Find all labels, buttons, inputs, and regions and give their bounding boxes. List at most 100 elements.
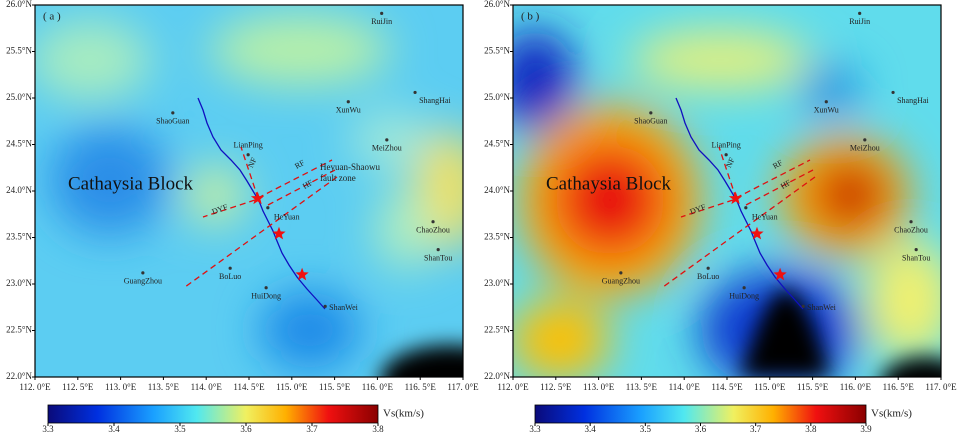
city-label: GuangZhou (124, 277, 162, 286)
city-marker (742, 286, 746, 290)
fault-line (184, 176, 338, 288)
river (675, 97, 804, 310)
fault-line (718, 146, 737, 199)
colorbar-tick-label: 3.4 (585, 424, 597, 434)
colorbar-tick-label: 3.5 (640, 424, 652, 434)
city-label: ChaoZhou (416, 226, 450, 235)
epicenter (750, 226, 764, 240)
colorbar-tick-label: 3.5 (174, 424, 186, 434)
fault-line (257, 159, 333, 199)
city-label: XunWu (336, 106, 361, 115)
city-label: ShangHai (419, 96, 451, 105)
x-tick-label: 116. 5°E (405, 382, 437, 392)
y-tick-label: 22.5°N (6, 325, 32, 335)
epicenter (272, 226, 286, 240)
fault-line (662, 176, 816, 288)
x-tick-label: 115. 5°E (797, 382, 829, 392)
city-marker (413, 90, 417, 95)
epicenter (250, 191, 265, 205)
city-label: MeiZhou (372, 144, 402, 153)
city-marker (649, 111, 653, 115)
city-label: LianPing (233, 141, 262, 150)
colorbar-tick-label: 3.6 (695, 424, 707, 434)
city-marker (863, 138, 867, 142)
x-tick-label: 113. 0°E (583, 382, 615, 392)
city-marker (141, 271, 145, 275)
city-label: HuiDong (729, 292, 759, 301)
fault-label: NF (246, 156, 259, 170)
city-label: RuiJin (849, 17, 870, 26)
city-marker (824, 100, 828, 104)
city-label: ShanWei (807, 303, 836, 312)
city-marker (246, 153, 250, 157)
x-tick-label: 112. 5°E (540, 382, 572, 392)
city-label: ShaoGuan (156, 117, 189, 126)
y-tick-label: 22.0°N (484, 371, 510, 381)
city-marker (436, 247, 440, 252)
x-tick-label: 116. 0°E (840, 382, 872, 392)
fault-zone-label: fault zone (320, 173, 356, 183)
city-label: GuangZhou (602, 277, 640, 286)
x-tick-label: 115. 0°E (276, 382, 308, 392)
city-label: BoLuo (219, 272, 241, 281)
fault-label: NF (724, 156, 737, 170)
y-tick-label: 25.5°N (6, 46, 32, 56)
city-marker (891, 90, 895, 95)
city-label: ShanWei (329, 303, 358, 312)
y-tick-label: 23.5°N (6, 232, 32, 242)
colorbar-tick-label: 3.7 (750, 424, 762, 434)
city-marker (909, 220, 913, 224)
x-tick-label: 117. 0°E (447, 382, 479, 392)
city-marker (228, 266, 232, 270)
city-marker (801, 304, 805, 308)
city-marker (346, 100, 350, 104)
city-label: RuiJin (371, 17, 392, 26)
city-label: HeYuan (752, 213, 778, 222)
city-label: HuiDong (251, 292, 281, 301)
epicenter (295, 267, 309, 281)
x-tick-label: 113. 5°E (626, 382, 658, 392)
x-tick-label: 116. 5°E (883, 382, 915, 392)
city-marker (744, 206, 748, 210)
colorbar-tick-label: 3.7 (306, 424, 318, 434)
fault-label: RF (293, 158, 306, 171)
y-tick-label: 25.0°N (484, 92, 510, 102)
river (197, 97, 326, 310)
region-label: Cathaysia Block (68, 173, 194, 194)
x-tick-label: 115. 5°E (319, 382, 351, 392)
city-marker (431, 220, 435, 224)
colorbar-label: Vs(km/s) (871, 408, 912, 420)
city-marker (380, 11, 384, 15)
panel-label: ( a ) (43, 11, 61, 23)
y-tick-label: 22.5°N (484, 325, 510, 335)
city-marker (264, 286, 268, 290)
city-label: ChaoZhou (894, 226, 928, 235)
colorbar-frame (47, 404, 379, 424)
city-marker (858, 11, 862, 15)
colorbar-tick-label: 3.3 (529, 424, 541, 434)
y-tick-label: 24.5°N (484, 139, 510, 149)
city-marker (385, 138, 389, 142)
city-marker (323, 304, 327, 308)
fault-line (735, 159, 811, 199)
fault-label: RF (771, 158, 784, 171)
city-marker (724, 153, 728, 157)
epicenter (728, 191, 743, 205)
y-tick-label: 23.0°N (6, 278, 32, 288)
colorbar-tick-label: 3.9 (860, 424, 872, 434)
colorbar-tick-label: 3.4 (108, 424, 120, 434)
city-label: HeYuan (274, 213, 300, 222)
colorbar-tick-label: 3.3 (42, 424, 54, 434)
city-label: MeiZhou (850, 144, 880, 153)
city-label: ShangHai (897, 96, 929, 105)
fault-line (202, 199, 256, 218)
y-tick-label: 25.5°N (484, 46, 510, 56)
y-tick-label: 22.0°N (6, 371, 32, 381)
y-tick-label: 24.5°N (6, 139, 32, 149)
y-tick-label: 26.0°N (484, 0, 510, 9)
city-marker (706, 266, 710, 270)
